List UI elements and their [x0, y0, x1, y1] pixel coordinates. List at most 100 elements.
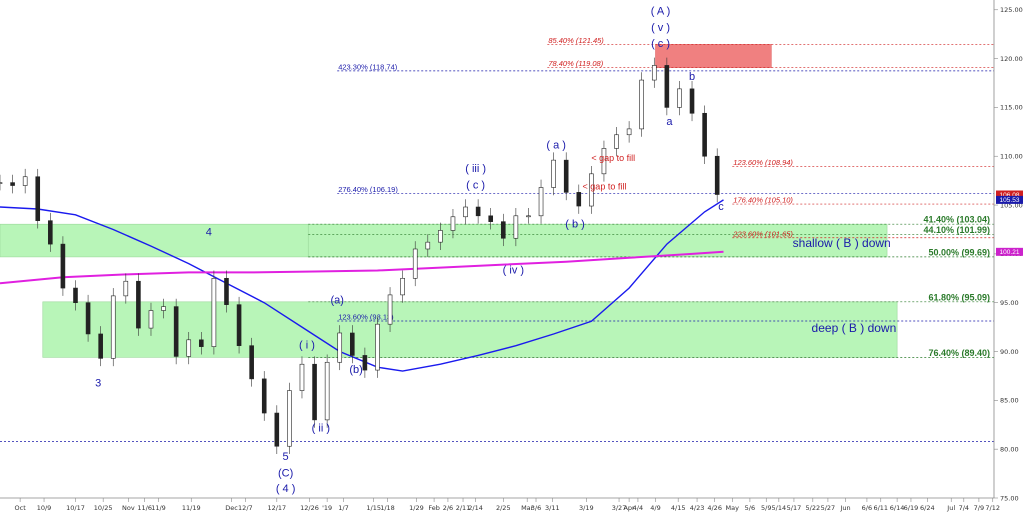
x-tick-label-41: 6/6: [862, 504, 872, 512]
candle-body-8: [98, 333, 103, 359]
fib-label-10: 61.80% (95.09): [928, 292, 990, 302]
y-tick-label-6: 95.00: [1000, 299, 1019, 307]
x-tick-label-45: 6/24: [920, 504, 935, 512]
candle-body-1: [10, 182, 15, 186]
candle-body-3: [35, 176, 41, 221]
y-tick-label-9: 80.00: [1000, 445, 1019, 453]
fib-label-8: 223.60% (101.65): [732, 229, 793, 238]
candle-body-23: [287, 390, 292, 447]
candle-body-17: [211, 277, 217, 347]
x-tick-label-34: 5/6: [745, 504, 755, 512]
candle-body-15: [186, 339, 192, 357]
candle-body-51: [639, 79, 644, 130]
x-tick-label-11: 12/26: [300, 504, 319, 512]
candle-body-22: [274, 412, 280, 447]
last-price-box-1: [996, 195, 1023, 204]
wave-label-10: ( iv ): [503, 264, 524, 276]
candle-body-29: [362, 355, 368, 371]
fib-label-7: 44.10% (101.99): [923, 225, 990, 235]
wave-label-8: ( c ): [466, 179, 485, 191]
candle-body-32: [400, 277, 405, 296]
wave-label-11: 4: [206, 226, 212, 238]
zone-label-1: deep ( B ) down: [812, 321, 897, 335]
y-tick-label-10: 75.00: [1000, 494, 1019, 502]
fib-label-9: 50.00% (99.69): [928, 247, 990, 257]
last-price-box-0: [996, 190, 1023, 199]
candle-body-4: [48, 220, 53, 245]
fib-label-4: 276.40% (106.19): [338, 185, 398, 194]
wave-label-9: ( b ): [565, 219, 585, 231]
wave-label-2: ( c ): [651, 38, 670, 50]
candle-body-42: [526, 215, 531, 218]
x-axis: Oct 10/9 10/17 10/25 Nov 11/6 11/9 11/19 Dec 12/7…: [0, 497, 1000, 512]
annotation-0: < gap to fill: [591, 153, 635, 163]
candle-body-19: [236, 304, 242, 346]
x-tick-label-12: '19: [322, 504, 332, 512]
candle-body-27: [337, 332, 343, 363]
candle-body-46: [576, 192, 582, 207]
wave-label-14: (b): [349, 364, 362, 376]
x-tick-label-15: 1/18: [380, 504, 395, 512]
x-tick-label-24: 3/11: [545, 504, 560, 512]
candle-body-55: [689, 88, 695, 114]
fib-label-0: 85.40% (121.45): [548, 36, 604, 45]
candle-body-14: [173, 306, 179, 357]
x-tick-label-19: 2/11: [456, 504, 471, 512]
x-tick-label-33: May: [726, 504, 740, 512]
wave-label-16: ( ii ): [312, 423, 330, 435]
x-tick-label-5: 11/6: [137, 504, 152, 512]
x-tick-label-31: 4/23: [690, 504, 705, 512]
x-tick-label-37: 5/17: [787, 504, 802, 512]
candle-body-48: [601, 148, 607, 175]
candle-body-26: [324, 361, 330, 421]
wave-label-15: 3: [95, 378, 101, 390]
candle-body-44: [551, 159, 556, 188]
series-layer: [0, 57, 724, 455]
candle-body-47: [589, 173, 594, 207]
wave-label-1: ( v ): [651, 22, 670, 34]
wave-label-12: (a): [330, 295, 343, 307]
zone-0: [0, 223, 309, 258]
candle-body-33: [412, 248, 418, 279]
y-tick-label-3: 110.00: [1000, 153, 1023, 161]
candle-body-52: [651, 65, 657, 81]
wave-label-7: ( iii ): [465, 163, 486, 175]
y-tick-label-2: 115.00: [1000, 104, 1023, 112]
candle-body-39: [488, 215, 494, 222]
candle-body-10: [123, 280, 129, 297]
candle-body-9: [110, 295, 116, 359]
wave-label-5: c: [718, 201, 724, 213]
fib-label-2: 423.30% (118.74): [338, 62, 398, 71]
wave-label-18: (C): [278, 468, 293, 480]
x-tick-label-44: 6/19: [904, 504, 919, 512]
candle-body-7: [85, 302, 91, 335]
candle-body-38: [475, 206, 481, 217]
y-tick-label-7: 90.00: [1000, 348, 1019, 356]
zone-3: [655, 44, 772, 68]
wave-label-4: a: [666, 116, 673, 128]
candle-body-53: [664, 65, 670, 108]
x-tick-label-17: Feb: [428, 504, 440, 512]
candle-body-18: [224, 277, 229, 305]
wave-label-13: ( i ): [299, 340, 315, 352]
x-tick-label-40: Jun: [839, 504, 850, 512]
x-tick-label-14: 1/15: [366, 504, 381, 512]
x-tick-label-4: Nov: [122, 504, 135, 512]
x-tick-label-46: Jul: [946, 504, 955, 512]
candle-body-57: [714, 155, 720, 195]
x-tick-label-38: 5/22: [806, 504, 821, 512]
x-tick-label-20: 2/14: [468, 504, 483, 512]
candle-body-50: [626, 128, 632, 136]
candle-body-56: [702, 112, 707, 157]
candle-body-28: [350, 332, 355, 356]
x-tick-label-8: Dec: [225, 504, 238, 512]
x-tick-label-43: 6/14: [890, 504, 905, 512]
fib-levels-layer: 85.40% (121.45) 78.40% (119.08) 423.30% (1…: [0, 36, 994, 442]
fib-label-11: 123.60% (93.13): [338, 312, 394, 321]
x-tick-label-30: 4/15: [671, 504, 686, 512]
last-price-label-1: 105.53: [1000, 197, 1020, 204]
candle-body-43: [538, 187, 544, 217]
fib-label-12: 76.40% (89.40): [928, 348, 990, 358]
last-price-label-0: 106.08: [1000, 192, 1020, 199]
